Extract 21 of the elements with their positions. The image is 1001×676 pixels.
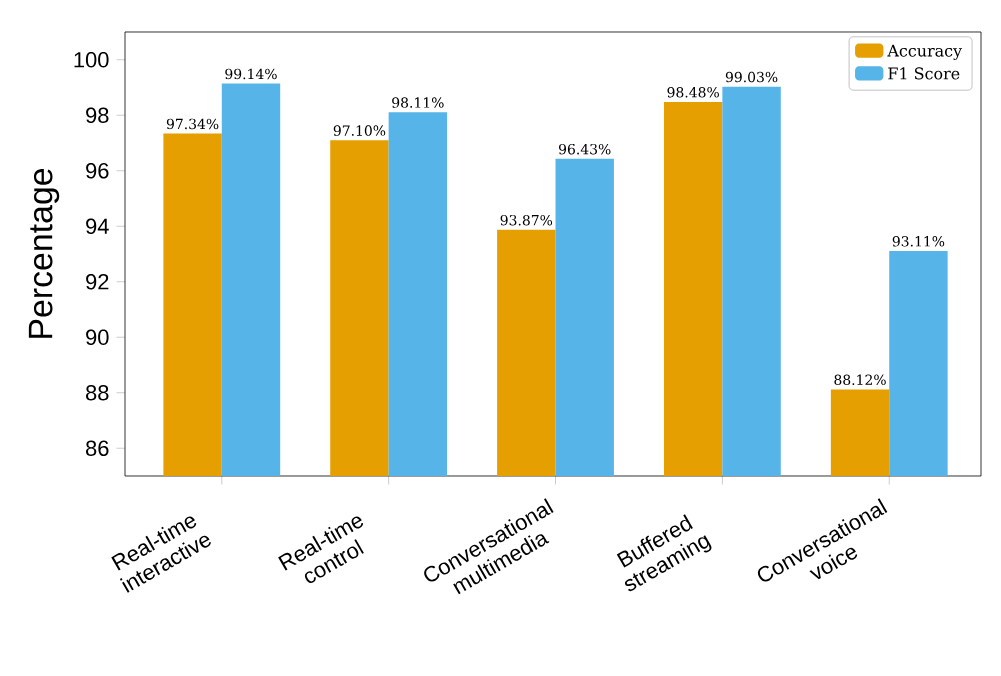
- data-label: 98.11%: [392, 97, 444, 108]
- y-tick-label: 90: [86, 329, 109, 346]
- data-label: 93.11%: [892, 236, 945, 247]
- y-tick-label: 92: [86, 274, 109, 290]
- data-label: 88.12%: [834, 374, 886, 386]
- y-tick-label: 86: [86, 440, 109, 457]
- y-axis-title: Percentage: [28, 168, 60, 338]
- data-label: 97.34%: [166, 118, 219, 130]
- data-label: 93.87%: [500, 214, 553, 226]
- y-tick-label: 94: [86, 218, 109, 235]
- y-tick-label: 88: [86, 385, 109, 401]
- data-label: 99.14%: [225, 68, 277, 80]
- data-label: 99.03%: [725, 71, 778, 83]
- data-label: 98.48%: [667, 87, 719, 98]
- y-tick-label: 100: [74, 52, 109, 68]
- y-tick-label: 96: [86, 163, 109, 179]
- data-label: 97.10%: [333, 125, 386, 136]
- data-label: 96.43%: [558, 143, 611, 155]
- y-tick-label: 98: [86, 107, 109, 124]
- legend-label: F1 Score: [888, 67, 960, 80]
- legend-label: Accuracy: [887, 44, 963, 60]
